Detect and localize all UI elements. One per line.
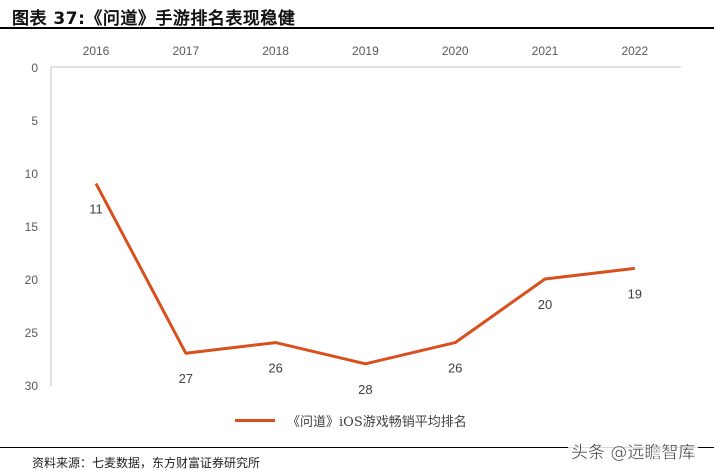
y-tick-label: 5: [31, 114, 38, 128]
data-label: 26: [268, 361, 282, 376]
y-tick-label: 10: [25, 167, 39, 181]
data-label: 20: [538, 297, 552, 312]
x-tick-label: 2017: [172, 44, 199, 58]
data-label: 28: [358, 382, 372, 397]
series-line: [94, 182, 635, 366]
x-tick-label: 2020: [442, 44, 469, 58]
x-tick-label: 2021: [532, 44, 559, 58]
y-tick-label: 15: [25, 220, 39, 234]
line-chart: 2016 2017 2018 2019 2020 2021 2022 05101520253…: [25, 44, 681, 397]
legend-label: 《问道》iOS游戏畅销平均排名: [287, 415, 467, 430]
y-tick-label: 0: [31, 61, 38, 75]
footer-divider: [0, 447, 714, 448]
x-tick-label: 2022: [621, 44, 648, 58]
data-label: 26: [448, 361, 462, 376]
watermark: 头条 @远瞻智库: [568, 438, 699, 463]
x-tick-label: 2019: [352, 44, 379, 58]
x-tick-label: 2016: [83, 44, 110, 58]
data-label: 27: [179, 371, 193, 386]
x-tick-label: 2018: [262, 44, 289, 58]
data-label: 19: [628, 286, 642, 301]
title-divider: [0, 27, 714, 29]
data-label: 11: [89, 202, 103, 217]
chart-axes: [50, 66, 681, 386]
x-axis-ticks: 2016 2017 2018 2019 2020 2021 2022: [83, 44, 649, 58]
y-tick-label: 30: [25, 379, 39, 393]
source-note: 资料来源：七麦数据，东方财富证券研究所: [32, 456, 261, 470]
y-tick-label: 25: [25, 326, 39, 340]
legend-swatch: [235, 419, 275, 422]
y-axis-ticks: 0 5 10 15 20 25 30: [25, 61, 39, 393]
figure-title: 图表 37:《问道》手游排名表现稳健: [12, 9, 296, 29]
data-labels: 11 27 26 28 26 20 19: [89, 202, 642, 397]
y-tick-label: 20: [25, 273, 39, 287]
